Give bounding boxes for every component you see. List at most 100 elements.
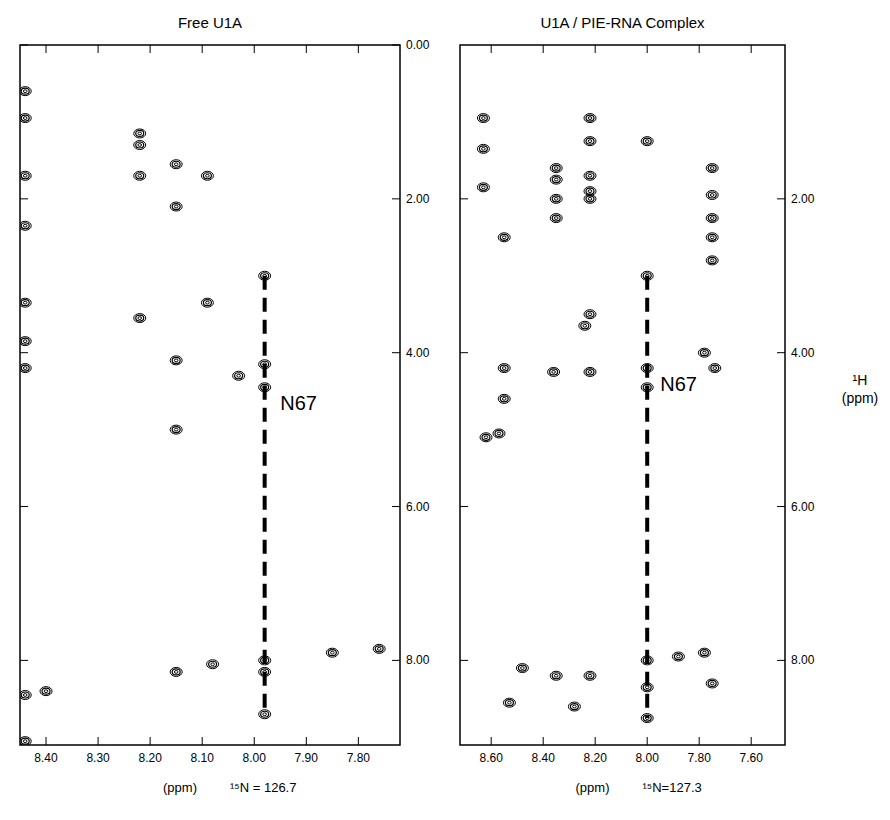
peak [698, 348, 710, 357]
peak [477, 183, 489, 192]
contour [170, 202, 182, 211]
peak [584, 194, 596, 203]
peak [20, 114, 31, 123]
peak [641, 137, 653, 146]
contour [645, 686, 649, 689]
contour [579, 321, 591, 330]
contour [172, 357, 180, 363]
peak [503, 698, 515, 707]
contour [700, 650, 708, 656]
y-tick [392, 352, 400, 353]
x-tick [595, 737, 596, 745]
contour [584, 137, 596, 146]
contour [502, 236, 506, 239]
x-tick [751, 737, 752, 745]
contour [710, 682, 714, 685]
x-tick-label: 8.00 [636, 751, 660, 765]
contour [21, 88, 29, 94]
contour [709, 364, 721, 373]
contour [554, 178, 558, 181]
contour [136, 130, 144, 136]
peak [259, 710, 271, 719]
contour [586, 173, 594, 179]
contour [233, 371, 245, 380]
y-tick [460, 506, 468, 507]
x-tick [98, 737, 99, 745]
y-tick [20, 660, 28, 661]
contour [548, 367, 560, 376]
x-tick [98, 45, 99, 53]
contour [550, 671, 562, 680]
peak [672, 652, 684, 661]
peak [568, 702, 580, 711]
contour [170, 356, 182, 365]
x-tick-label: 8.40 [532, 751, 556, 765]
peak [706, 256, 718, 265]
x-tick [306, 737, 307, 745]
contour [23, 174, 27, 177]
x-tick-label: 8.10 [191, 751, 215, 765]
contour [20, 364, 31, 373]
contour [708, 215, 716, 221]
contour [708, 165, 716, 171]
contour [588, 674, 592, 677]
contour [203, 300, 211, 306]
contour [550, 194, 562, 203]
peak [480, 433, 492, 442]
peak [170, 202, 182, 211]
contour [498, 364, 510, 373]
contour [174, 205, 178, 208]
contour [550, 175, 562, 184]
contour [672, 652, 684, 661]
contour [21, 338, 29, 344]
contour [174, 428, 178, 431]
contour [209, 661, 217, 667]
x-tick-label: 8.60 [480, 751, 504, 765]
x-axis-label: (ppm) [163, 780, 197, 795]
contour [588, 190, 592, 193]
contour [500, 396, 508, 402]
contour [581, 323, 589, 329]
guide-line [645, 276, 649, 718]
contour [23, 117, 27, 120]
contour [20, 87, 31, 96]
contour [235, 373, 243, 379]
contour [710, 236, 714, 239]
contour [477, 144, 489, 153]
contour [23, 694, 27, 697]
contour [138, 132, 142, 135]
contour [500, 365, 508, 371]
contour [641, 137, 653, 146]
contour [550, 214, 562, 223]
peak [326, 648, 338, 657]
y-tick [392, 506, 400, 507]
contour [706, 679, 718, 688]
contour [708, 234, 716, 240]
contour [586, 369, 594, 375]
contour [170, 160, 182, 169]
contour [503, 698, 515, 707]
y-tick [20, 45, 28, 46]
peak [134, 129, 146, 138]
contour [497, 432, 501, 435]
contour [552, 215, 560, 221]
contour [201, 171, 213, 180]
peak [477, 144, 489, 153]
contour [484, 436, 488, 439]
contour [326, 648, 338, 657]
peak [170, 356, 182, 365]
chart-canvas: Free U1A8.408.308.208.108.007.907.800.00… [0, 0, 890, 820]
contour [136, 142, 144, 148]
contour [479, 184, 487, 190]
contour [550, 164, 562, 173]
plot-frame [20, 45, 400, 745]
contour [328, 650, 336, 656]
contour [710, 217, 714, 220]
x-tick [491, 737, 492, 745]
x-tick [358, 45, 359, 53]
contour [706, 214, 718, 223]
x-tick [150, 737, 151, 745]
contour [552, 165, 560, 171]
contour [20, 114, 31, 123]
peak [20, 337, 31, 346]
